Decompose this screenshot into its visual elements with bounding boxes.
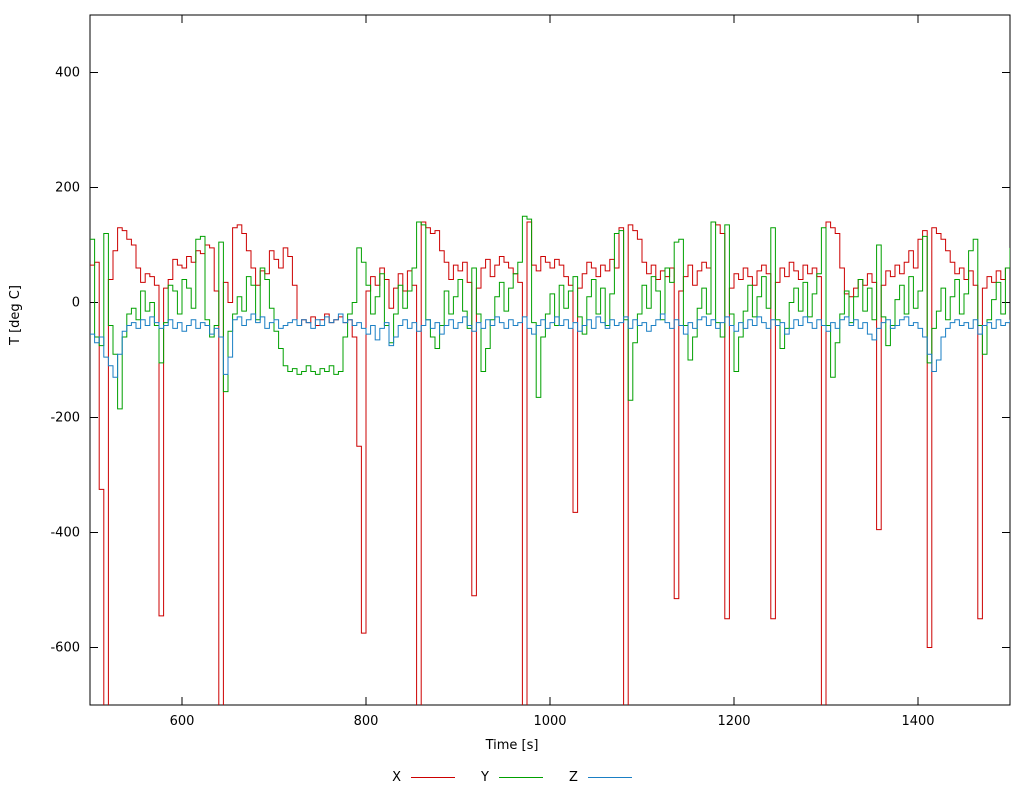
y-tick-label: 200	[55, 181, 80, 196]
y-tick-label: -400	[50, 526, 80, 541]
y-tick-label: -200	[50, 411, 80, 426]
legend-entry-x: X	[392, 770, 456, 785]
legend-entry-y: Y	[481, 770, 543, 785]
x-tick-label: 1400	[901, 714, 934, 729]
y-tick-label: 400	[55, 66, 80, 81]
series-z-line	[90, 313, 1010, 378]
x-tick-label: 800	[354, 714, 379, 729]
x-tick-label: 600	[170, 714, 195, 729]
y-tick-label: 0	[72, 296, 80, 311]
legend-line-sample	[587, 777, 632, 778]
legend-label: Z	[568, 770, 578, 785]
x-tick-label: 1000	[533, 714, 566, 729]
legend: X Y Z	[0, 770, 1024, 785]
x-axis-label: Time [s]	[485, 738, 539, 753]
y-axis-label: T [deg C]	[8, 285, 23, 345]
y-tick-label: -600	[50, 641, 80, 656]
legend-entry-z: Z	[569, 770, 632, 785]
legend-label: Y	[481, 770, 489, 785]
series-y-line	[90, 215, 1010, 410]
legend-label: X	[392, 770, 402, 785]
legend-line-sample	[498, 777, 543, 778]
x-tick-label: 1200	[717, 714, 750, 729]
legend-line-sample	[411, 777, 456, 778]
